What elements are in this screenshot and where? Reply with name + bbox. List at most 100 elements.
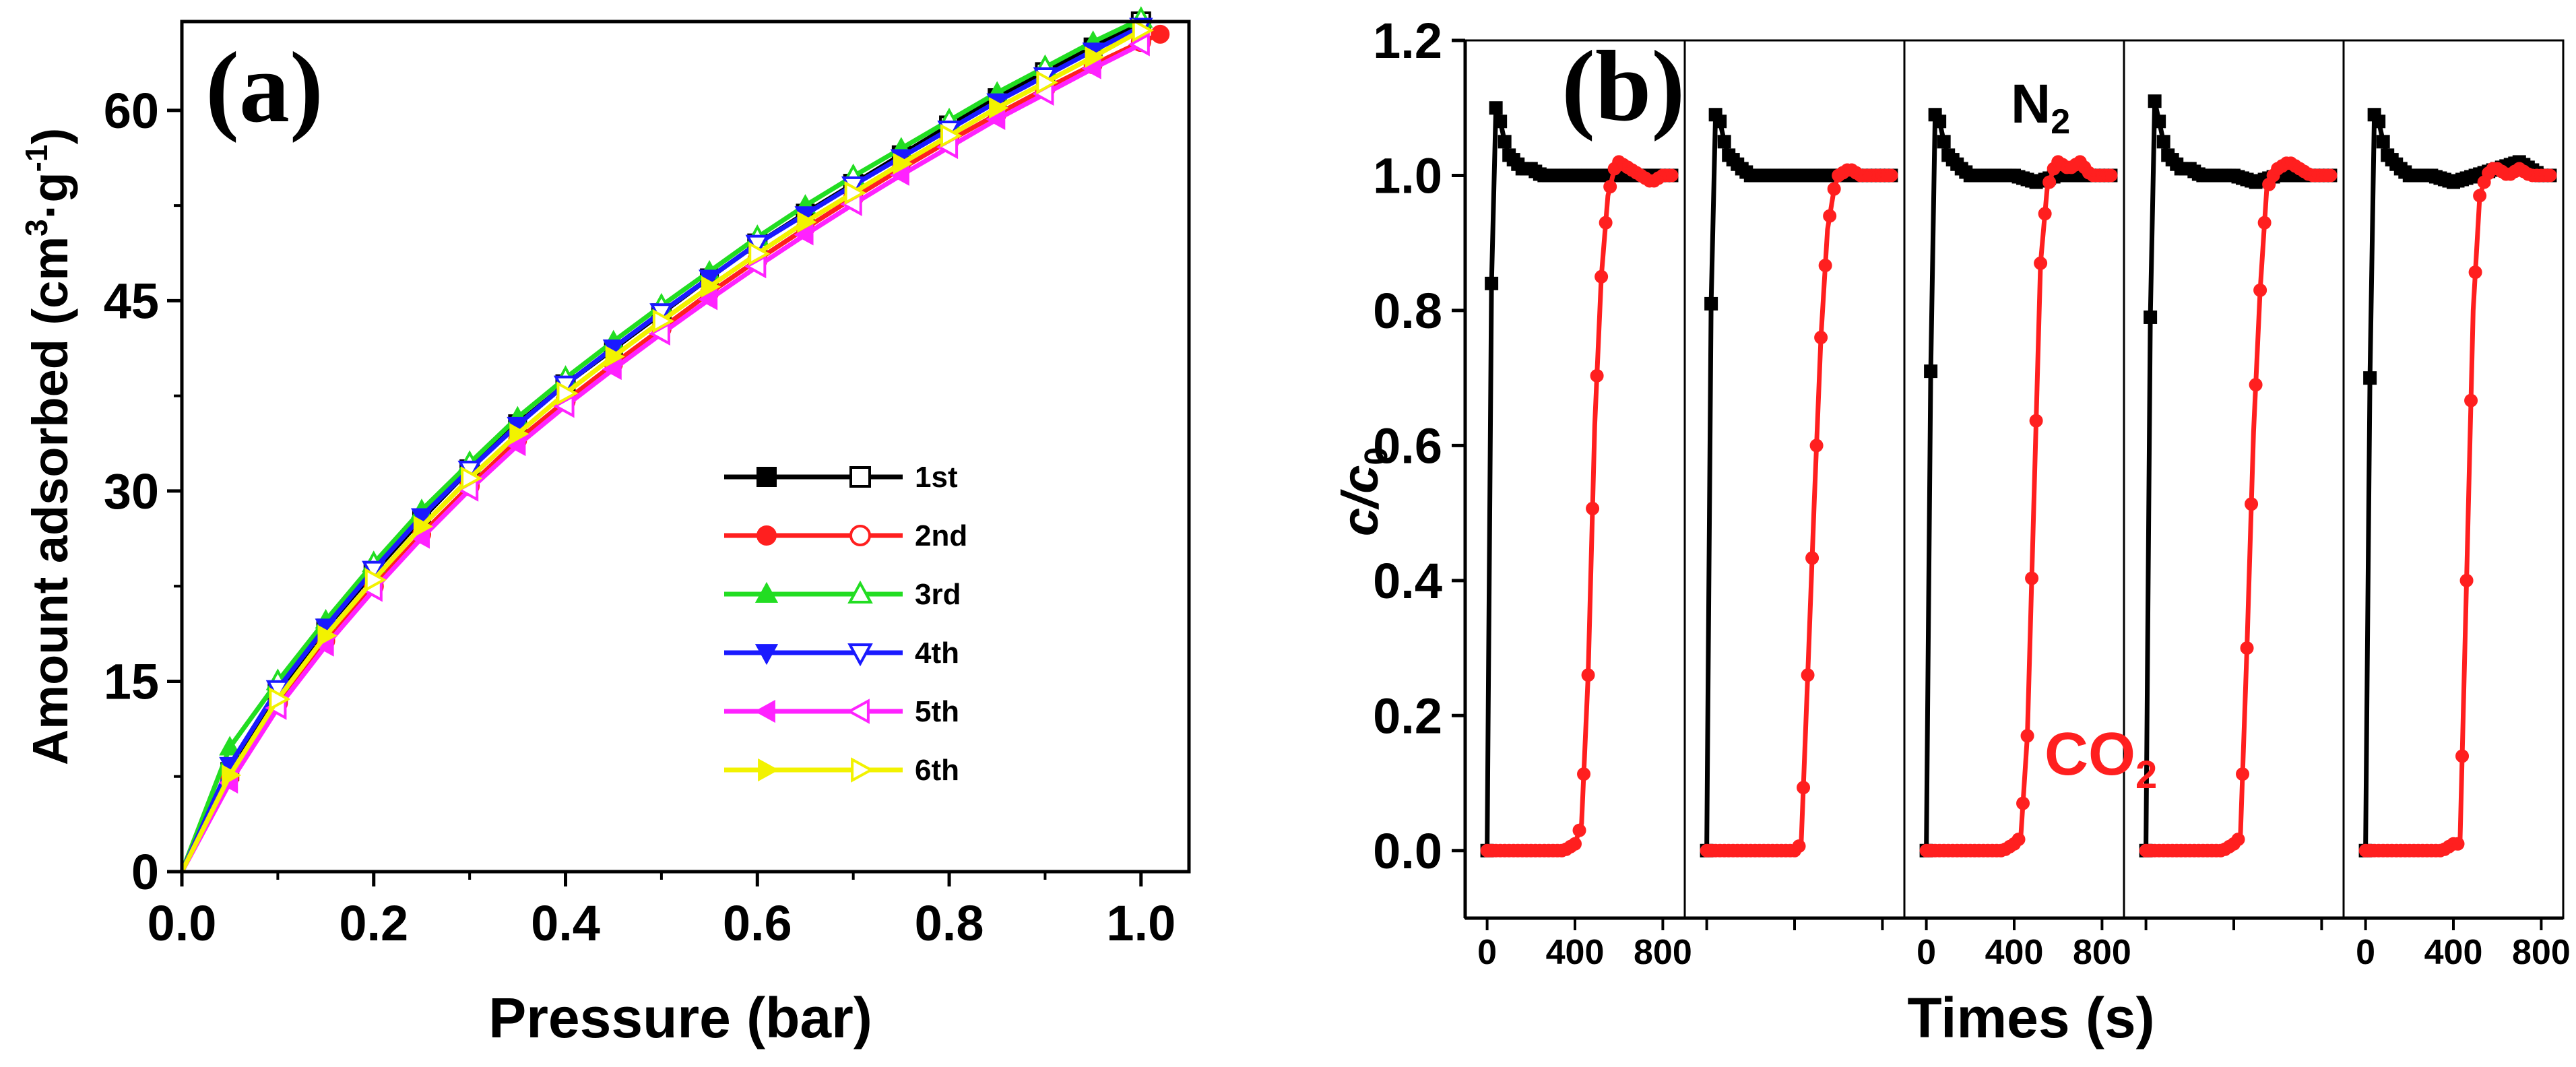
co2-point <box>1823 209 1837 223</box>
co2-point <box>1568 837 1582 851</box>
series-line-3rd <box>179 17 1142 873</box>
co2-point <box>1590 368 1604 383</box>
co2-point <box>1572 823 1586 837</box>
co2-point <box>2468 265 2482 280</box>
x-tick-label: 0.2 <box>339 895 408 951</box>
n2-point <box>1704 296 1718 311</box>
co2-point <box>1603 180 1617 194</box>
n2-point <box>1717 135 1731 149</box>
point-6th-5 <box>413 515 433 538</box>
x-tick-label: 1.0 <box>1106 895 1176 951</box>
b-y-label-sub: 0 <box>1359 447 1394 465</box>
co2-curve-cycle-4 <box>2146 159 2333 853</box>
n2-point <box>2152 115 2166 129</box>
b-y-tick-label: 0.0 <box>1373 823 1442 879</box>
co2-point <box>2543 168 2557 183</box>
x-tick-label: 0.8 <box>915 895 984 951</box>
legend-label: 4th <box>915 637 959 670</box>
n2-curve-cycle-5 <box>2363 112 2552 851</box>
point-6th-13 <box>797 211 817 233</box>
co2-point <box>2323 168 2338 183</box>
point-6th-19 <box>1085 46 1105 68</box>
n2-point <box>1498 135 1512 149</box>
n2-point <box>1485 276 1499 290</box>
point-6th-16 <box>940 123 963 148</box>
co2-point <box>2464 393 2478 408</box>
point-5th-11 <box>698 288 718 311</box>
panel-b-ticks: 0 400 800 0 400 800 0 400 800 0.0 0.2 0.4 0.6 0.8 1.0 1… <box>1373 13 2571 972</box>
co2-point <box>2451 837 2465 851</box>
n2-point <box>1924 364 1938 379</box>
point-6th-3 <box>317 624 337 647</box>
n2-point <box>1493 115 1508 129</box>
point-5th-13 <box>794 224 814 246</box>
legend-marker-filled <box>754 644 779 666</box>
point-5th-12 <box>744 254 767 279</box>
n2-point <box>2376 135 2390 149</box>
series-1st <box>179 11 1151 873</box>
panel-a-frame <box>180 20 1191 874</box>
y-tick-label: 30 <box>104 463 159 519</box>
legend-marker-filled <box>758 758 779 782</box>
co2-point <box>2020 729 2034 743</box>
co2-curve-cycle-1 <box>1487 159 1674 853</box>
legend-label: 2nd <box>915 519 967 552</box>
co2-point <box>1818 259 1832 273</box>
co2-point <box>2253 283 2267 297</box>
panel-a-adsorption-isotherms: 0.0 0.2 0.4 0.6 0.8 1.0 0 15 30 45 60 (a) Pressure… <box>19 6 1191 1049</box>
series-line-5th <box>179 42 1142 873</box>
panel-a-plot-area <box>179 6 1170 873</box>
y-tick-label: 45 <box>104 273 159 329</box>
b-x-tick-label: 400 <box>1985 933 2044 972</box>
point-6th-10 <box>652 309 675 333</box>
b-x-tick-label: 800 <box>1634 933 1692 972</box>
y-label-mid: ·g <box>22 172 78 219</box>
co2-point <box>2236 767 2250 781</box>
point-6th-12 <box>748 242 771 266</box>
b-y-label-main: c/c <box>1332 465 1389 537</box>
legend-item-5th: 5th <box>724 695 959 728</box>
n2-curve-cycle-2 <box>1704 112 1894 851</box>
b-x-tick-label: 400 <box>1546 933 1605 972</box>
n2-point <box>2363 371 2377 385</box>
co2-point <box>1805 551 1820 565</box>
point-5th-20 <box>1128 32 1150 57</box>
legend-item-4th: 4th <box>724 637 959 670</box>
b-x-tick-label: 0 <box>1477 933 1497 972</box>
b-y-tick-label: 1.0 <box>1373 148 1442 203</box>
x-tick-label: 0.6 <box>723 895 792 951</box>
point-6th-2 <box>269 687 291 711</box>
b-y-tick-label: 0.4 <box>1373 553 1442 609</box>
n2-main: N <box>2011 73 2051 135</box>
b-x-tick-label: 800 <box>2073 933 2131 972</box>
co2-point <box>2038 207 2052 221</box>
series-5th <box>179 32 1150 873</box>
co2-point <box>2240 641 2254 655</box>
n2-point <box>1937 135 1951 149</box>
y-label-main: Amount adsorbed (cm <box>22 236 78 765</box>
co2-point <box>2029 414 2043 428</box>
series-line-6th <box>179 28 1142 873</box>
b-x-tick-label: 0 <box>1917 933 1936 972</box>
co2-point <box>1792 839 1806 853</box>
n2-annotation: N2 <box>2011 73 2070 141</box>
cycle-1 <box>1480 101 1679 858</box>
point-6th-15 <box>893 152 913 174</box>
legend-marker-open <box>849 466 871 488</box>
panel-a-ticks: 0.0 0.2 0.4 0.6 0.8 1.0 0 15 30 45 60 <box>104 83 1176 951</box>
series-line-1st <box>179 19 1142 873</box>
series-2nd <box>179 24 1170 873</box>
co2-point <box>2257 216 2272 230</box>
panel-a-x-axis-label: Pressure (bar) <box>488 986 872 1049</box>
co2-curve-cycle-2 <box>1706 166 1894 853</box>
b-y-tick-label: 0.6 <box>1373 418 1442 474</box>
n2-point <box>2372 115 2386 129</box>
co2-point <box>1809 439 1824 453</box>
co2-point <box>2104 168 2118 183</box>
cycle-5 <box>2358 108 2557 858</box>
b-y-tick-label: 0.8 <box>1373 283 1442 339</box>
co2-point <box>2455 749 2470 763</box>
legend-label: 3rd <box>915 578 961 611</box>
y-tick-label: 0 <box>131 844 159 900</box>
n2-curve-cycle-4 <box>2144 98 2333 851</box>
